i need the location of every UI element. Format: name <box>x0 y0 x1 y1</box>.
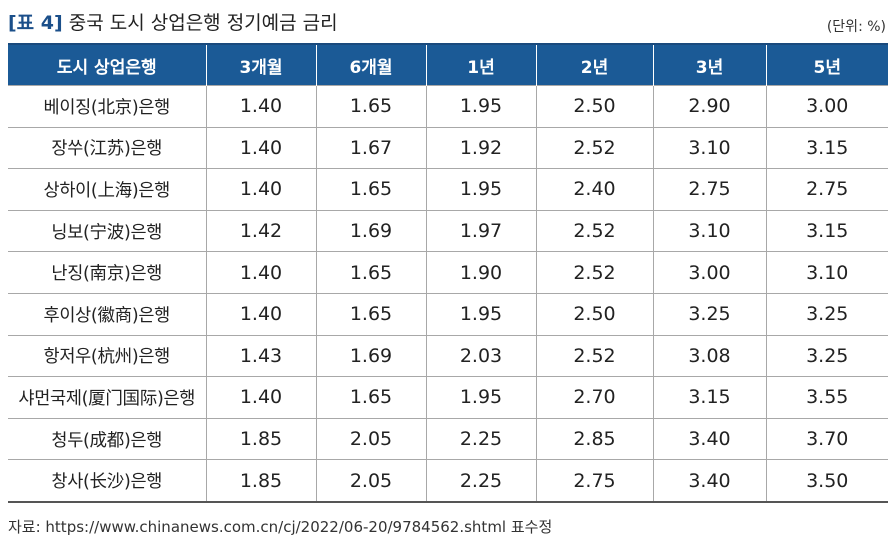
rate-cell: 2.05 <box>315 417 426 460</box>
rate-cell: 2.75 <box>765 168 888 211</box>
header-1y: 1년 <box>425 43 536 86</box>
rate-cell: 1.95 <box>425 292 536 336</box>
rate-cell: 2.25 <box>425 417 536 460</box>
rate-cell: 1.40 <box>205 251 316 294</box>
rate-cell: 2.70 <box>535 376 653 419</box>
table-number: [표 4] <box>8 12 63 34</box>
table-row: 창사(长沙)은행 1.85 2.05 2.25 2.75 3.40 3.50 <box>8 459 888 503</box>
bank-name: 닝보(宁波)은행 <box>8 209 206 252</box>
rate-cell: 3.70 <box>765 417 888 460</box>
rate-cell: 2.75 <box>652 168 766 211</box>
rate-cell: 2.05 <box>315 459 426 503</box>
rate-cell: 3.00 <box>652 251 766 294</box>
header-5y: 5년 <box>765 43 888 86</box>
header-6m: 6개월 <box>315 43 426 86</box>
bank-name: 창사(长沙)은행 <box>8 459 206 503</box>
rate-cell: 3.08 <box>652 334 766 377</box>
header-bank: 도시 상업은행 <box>8 43 206 86</box>
rate-cell: 3.25 <box>765 292 888 336</box>
rate-cell: 1.65 <box>315 292 426 336</box>
bank-name: 항저우(杭州)은행 <box>8 334 206 377</box>
rate-cell: 1.40 <box>205 126 316 169</box>
rate-cell: 3.25 <box>652 292 766 336</box>
deposit-rate-table: 도시 상업은행 3개월 6개월 1년 2년 3년 5년 베이징(北京)은행 1.… <box>8 43 888 503</box>
rate-cell: 2.50 <box>535 292 653 336</box>
table-title: [표 4] 중국 도시 상업은행 정기예금 금리 <box>8 8 338 35</box>
rate-cell: 3.15 <box>765 209 888 252</box>
bank-name: 난징(南京)은행 <box>8 251 206 294</box>
rate-cell: 1.97 <box>425 209 536 252</box>
table-row: 장쑤(江苏)은행 1.40 1.67 1.92 2.52 3.10 3.15 <box>8 126 888 169</box>
unit-label: (단위: %) <box>826 19 886 35</box>
rate-cell: 1.65 <box>315 85 426 128</box>
bank-name: 후이상(徽商)은행 <box>8 292 206 336</box>
header-2y: 2년 <box>535 43 653 86</box>
table-row: 샤먼국제(厦门国际)은행 1.40 1.65 1.95 2.70 3.15 3.… <box>8 376 888 419</box>
rate-cell: 1.65 <box>315 168 426 211</box>
rate-cell: 3.25 <box>765 334 888 377</box>
rate-cell: 2.25 <box>425 459 536 503</box>
rate-cell: 1.95 <box>425 376 536 419</box>
table-row: 항저우(杭州)은행 1.43 1.69 2.03 2.52 3.08 3.25 <box>8 334 888 377</box>
header-row: 도시 상업은행 3개월 6개월 1년 2년 3년 5년 <box>8 43 888 86</box>
header-3m: 3개월 <box>205 43 316 86</box>
rate-cell: 3.50 <box>765 459 888 503</box>
bank-name: 베이징(北京)은행 <box>8 85 206 128</box>
rate-cell: 3.10 <box>765 251 888 294</box>
rate-cell: 3.10 <box>652 126 766 169</box>
rate-cell: 2.52 <box>535 334 653 377</box>
source-note: 자료: https://www.chinanews.com.cn/cj/2022… <box>8 518 553 536</box>
rate-cell: 3.40 <box>652 459 766 503</box>
table-row: 베이징(北京)은행 1.40 1.65 1.95 2.50 2.90 3.00 <box>8 85 888 128</box>
bank-name: 장쑤(江苏)은행 <box>8 126 206 169</box>
table-row: 상하이(上海)은행 1.40 1.65 1.95 2.40 2.75 2.75 <box>8 168 888 211</box>
rate-cell: 2.85 <box>535 417 653 460</box>
table-row: 난징(南京)은행 1.40 1.65 1.90 2.52 3.00 3.10 <box>8 251 888 294</box>
rate-cell: 3.10 <box>652 209 766 252</box>
rate-cell: 2.40 <box>535 168 653 211</box>
rate-cell: 1.40 <box>205 168 316 211</box>
table-row: 닝보(宁波)은행 1.42 1.69 1.97 2.52 3.10 3.15 <box>8 209 888 252</box>
rate-cell: 1.85 <box>205 459 316 503</box>
rate-cell: 1.65 <box>315 251 426 294</box>
rate-cell: 2.75 <box>535 459 653 503</box>
rate-cell: 1.69 <box>315 334 426 377</box>
title-row: [표 4] 중국 도시 상업은행 정기예금 금리 (단위: %) <box>8 4 888 38</box>
rate-cell: 1.85 <box>205 417 316 460</box>
rate-cell: 1.95 <box>425 168 536 211</box>
rate-cell: 3.15 <box>765 126 888 169</box>
rate-cell: 2.52 <box>535 126 653 169</box>
rate-cell: 1.67 <box>315 126 426 169</box>
header-3y: 3년 <box>652 43 766 86</box>
rate-cell: 2.03 <box>425 334 536 377</box>
rate-cell: 1.90 <box>425 251 536 294</box>
rate-cell: 1.69 <box>315 209 426 252</box>
rate-cell: 3.00 <box>765 85 888 128</box>
rate-cell: 2.50 <box>535 85 653 128</box>
bank-name: 청두(成都)은행 <box>8 417 206 460</box>
rate-cell: 1.40 <box>205 85 316 128</box>
rate-cell: 1.40 <box>205 376 316 419</box>
rate-cell: 3.40 <box>652 417 766 460</box>
rate-cell: 3.55 <box>765 376 888 419</box>
rate-cell: 1.40 <box>205 292 316 336</box>
rate-cell: 2.90 <box>652 85 766 128</box>
rate-cell: 1.42 <box>205 209 316 252</box>
table-row: 청두(成都)은행 1.85 2.05 2.25 2.85 3.40 3.70 <box>8 417 888 460</box>
rate-cell: 3.15 <box>652 376 766 419</box>
bank-name: 상하이(上海)은행 <box>8 168 206 211</box>
rate-cell: 1.65 <box>315 376 426 419</box>
bank-name: 샤먼국제(厦门国际)은행 <box>8 376 206 419</box>
table-row: 후이상(徽商)은행 1.40 1.65 1.95 2.50 3.25 3.25 <box>8 292 888 336</box>
rate-cell: 2.52 <box>535 251 653 294</box>
rate-cell: 2.52 <box>535 209 653 252</box>
table-title-text: 중국 도시 상업은행 정기예금 금리 <box>68 12 338 34</box>
rate-cell: 1.43 <box>205 334 316 377</box>
rate-cell: 1.95 <box>425 85 536 128</box>
rate-cell: 1.92 <box>425 126 536 169</box>
